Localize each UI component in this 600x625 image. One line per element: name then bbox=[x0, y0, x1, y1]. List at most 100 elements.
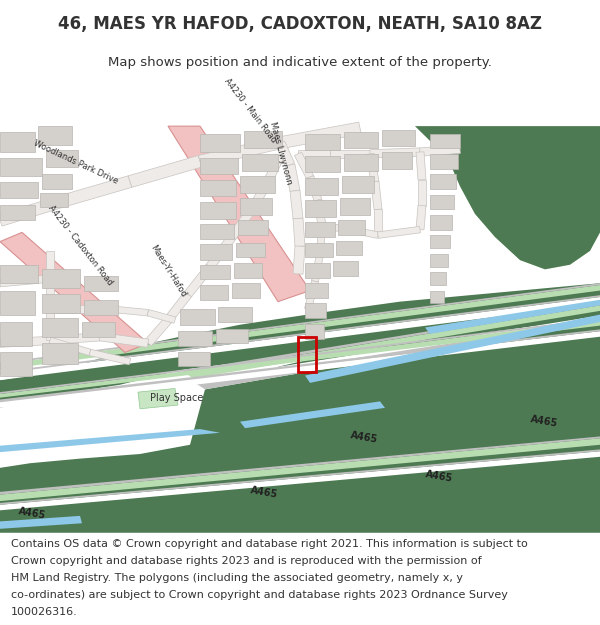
Polygon shape bbox=[232, 283, 260, 298]
Polygon shape bbox=[305, 304, 326, 318]
Polygon shape bbox=[275, 141, 295, 167]
Polygon shape bbox=[178, 352, 210, 366]
Polygon shape bbox=[0, 331, 600, 408]
Polygon shape bbox=[0, 302, 600, 392]
Polygon shape bbox=[0, 182, 38, 198]
Polygon shape bbox=[0, 320, 600, 398]
Polygon shape bbox=[382, 152, 412, 169]
Text: Maes Llwynonn: Maes Llwynonn bbox=[268, 121, 293, 186]
Polygon shape bbox=[200, 244, 232, 260]
Polygon shape bbox=[305, 200, 336, 217]
Polygon shape bbox=[200, 224, 234, 239]
Polygon shape bbox=[0, 265, 38, 283]
Polygon shape bbox=[46, 251, 54, 279]
Polygon shape bbox=[430, 215, 452, 229]
Polygon shape bbox=[180, 309, 215, 325]
Polygon shape bbox=[184, 264, 214, 297]
Polygon shape bbox=[298, 150, 330, 158]
Polygon shape bbox=[305, 314, 600, 383]
Polygon shape bbox=[42, 294, 80, 312]
Polygon shape bbox=[46, 309, 54, 341]
Polygon shape bbox=[0, 297, 600, 380]
Polygon shape bbox=[285, 164, 300, 192]
Polygon shape bbox=[145, 318, 172, 346]
Polygon shape bbox=[416, 152, 426, 180]
Polygon shape bbox=[200, 180, 236, 196]
Polygon shape bbox=[366, 153, 379, 182]
Polygon shape bbox=[164, 292, 191, 322]
Polygon shape bbox=[374, 209, 382, 235]
Polygon shape bbox=[186, 306, 600, 378]
Polygon shape bbox=[430, 174, 456, 189]
Polygon shape bbox=[206, 234, 236, 269]
Polygon shape bbox=[0, 336, 50, 348]
Polygon shape bbox=[236, 242, 265, 258]
Polygon shape bbox=[430, 235, 450, 248]
Polygon shape bbox=[305, 134, 340, 150]
Polygon shape bbox=[264, 154, 284, 183]
Polygon shape bbox=[168, 126, 310, 302]
Polygon shape bbox=[0, 438, 600, 501]
Polygon shape bbox=[200, 265, 230, 279]
Polygon shape bbox=[84, 300, 118, 314]
Polygon shape bbox=[200, 134, 240, 152]
Polygon shape bbox=[46, 150, 78, 167]
Polygon shape bbox=[240, 176, 275, 192]
Polygon shape bbox=[0, 352, 32, 376]
Polygon shape bbox=[0, 463, 600, 532]
Polygon shape bbox=[342, 176, 374, 192]
Polygon shape bbox=[0, 322, 32, 346]
Polygon shape bbox=[128, 156, 202, 188]
Polygon shape bbox=[200, 158, 238, 174]
Polygon shape bbox=[333, 261, 358, 276]
Polygon shape bbox=[40, 192, 68, 208]
Polygon shape bbox=[42, 318, 78, 337]
Polygon shape bbox=[0, 322, 600, 532]
Polygon shape bbox=[430, 134, 460, 148]
Polygon shape bbox=[311, 253, 323, 282]
Polygon shape bbox=[382, 130, 415, 146]
Polygon shape bbox=[340, 198, 370, 215]
Polygon shape bbox=[46, 279, 54, 309]
Polygon shape bbox=[244, 131, 282, 148]
Polygon shape bbox=[0, 158, 42, 176]
Text: Contains OS data © Crown copyright and database right 2021. This information is : Contains OS data © Crown copyright and d… bbox=[11, 539, 527, 549]
Polygon shape bbox=[42, 343, 78, 364]
Polygon shape bbox=[0, 451, 600, 511]
Polygon shape bbox=[279, 122, 361, 149]
Text: Play Space: Play Space bbox=[150, 393, 203, 403]
Text: Woodlands Park Drive: Woodlands Park Drive bbox=[32, 138, 119, 186]
Polygon shape bbox=[0, 232, 148, 352]
Polygon shape bbox=[305, 178, 338, 194]
Polygon shape bbox=[305, 281, 319, 310]
Polygon shape bbox=[0, 436, 600, 494]
Polygon shape bbox=[305, 324, 324, 339]
Polygon shape bbox=[240, 401, 385, 428]
Polygon shape bbox=[322, 222, 350, 232]
Text: HM Land Registry. The polygons (including the associated geometry, namely x, y: HM Land Registry. The polygons (includin… bbox=[11, 573, 463, 583]
Polygon shape bbox=[317, 226, 325, 254]
Polygon shape bbox=[84, 276, 118, 291]
Polygon shape bbox=[0, 204, 35, 221]
Polygon shape bbox=[110, 306, 148, 316]
Polygon shape bbox=[242, 154, 278, 171]
Polygon shape bbox=[38, 126, 72, 144]
Polygon shape bbox=[349, 226, 379, 238]
Text: 46, MAES YR HAFOD, CADOXTON, NEATH, SA10 8AZ: 46, MAES YR HAFOD, CADOXTON, NEATH, SA10… bbox=[58, 15, 542, 33]
Polygon shape bbox=[0, 291, 35, 316]
Polygon shape bbox=[416, 205, 426, 230]
Polygon shape bbox=[228, 207, 256, 239]
Polygon shape bbox=[183, 304, 600, 374]
Polygon shape bbox=[425, 300, 600, 334]
Polygon shape bbox=[200, 285, 228, 300]
Polygon shape bbox=[195, 320, 600, 389]
Polygon shape bbox=[370, 148, 420, 158]
Polygon shape bbox=[216, 329, 248, 343]
Text: A465: A465 bbox=[350, 430, 379, 445]
Polygon shape bbox=[82, 322, 115, 337]
Polygon shape bbox=[305, 283, 328, 298]
Polygon shape bbox=[0, 449, 600, 505]
Polygon shape bbox=[195, 316, 600, 389]
Polygon shape bbox=[0, 283, 600, 364]
Polygon shape bbox=[240, 198, 272, 215]
